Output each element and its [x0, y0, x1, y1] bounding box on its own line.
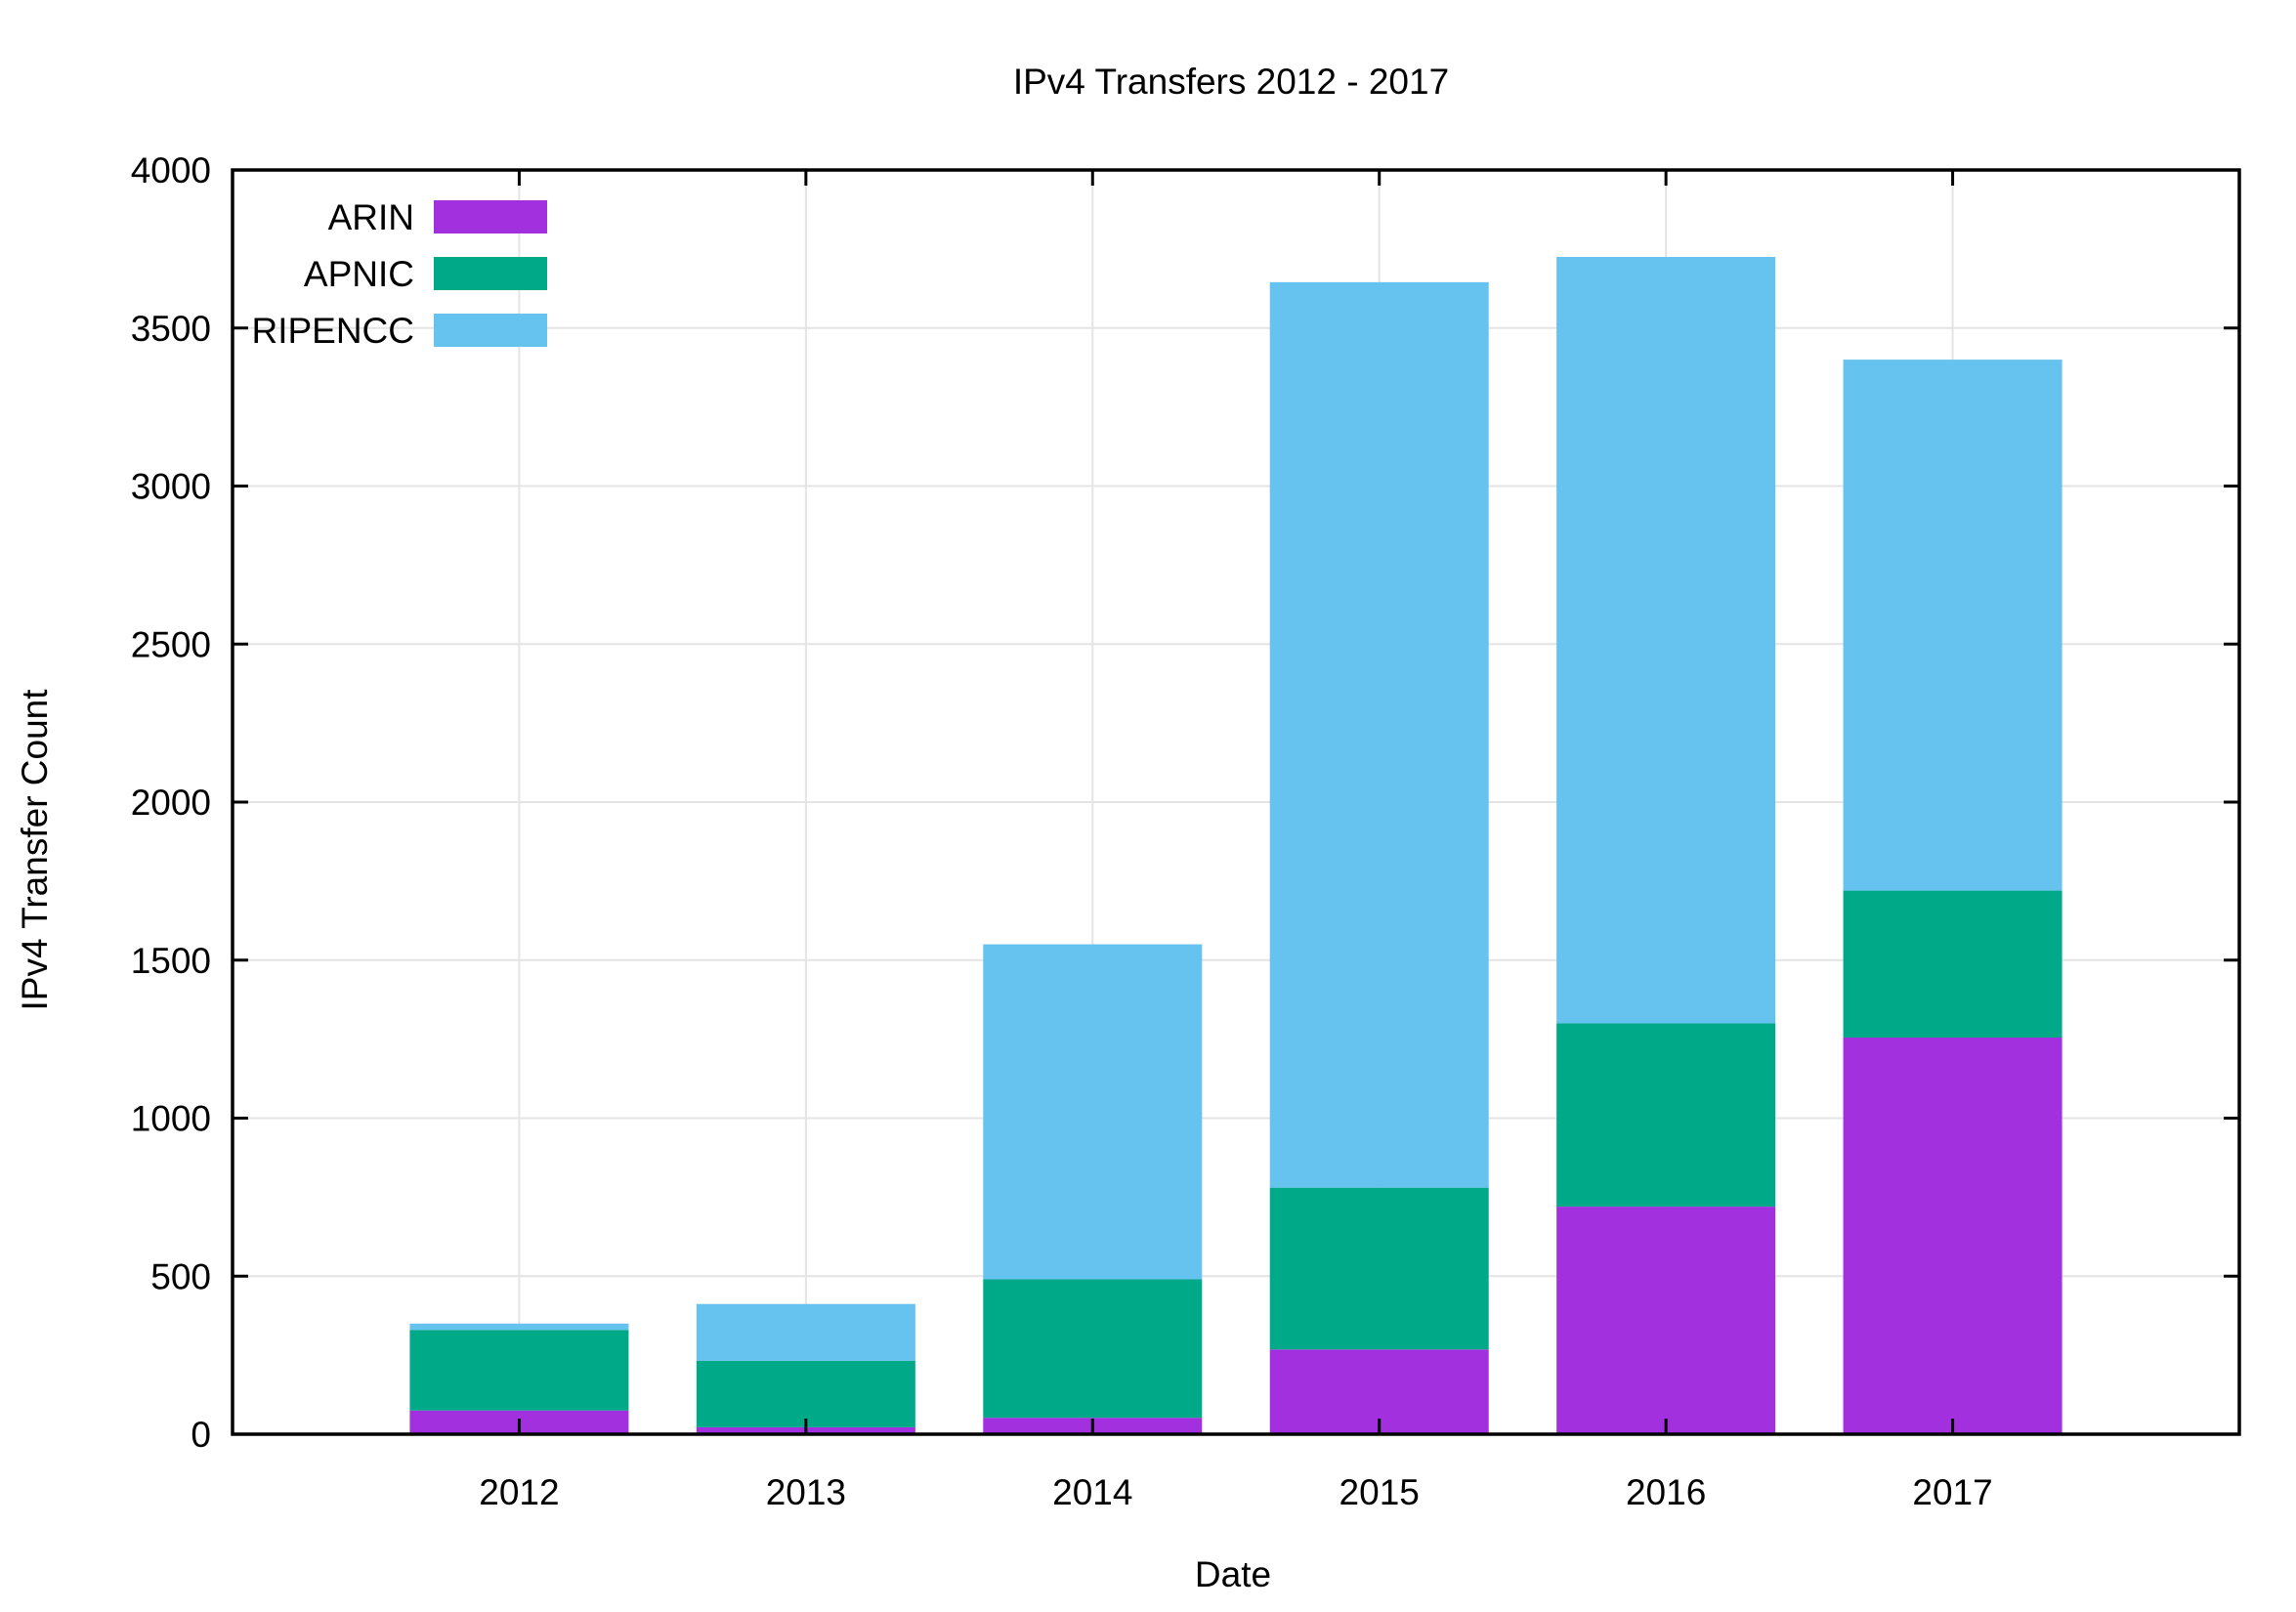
y-tick-label: 1000 — [131, 1099, 211, 1139]
y-tick-label: 3000 — [131, 467, 211, 507]
bar-ripencc-2013 — [696, 1303, 915, 1361]
y-tick-label: 3500 — [131, 309, 211, 349]
legend-item-apnic: APNIC — [304, 254, 547, 294]
plot-frame — [231, 168, 2241, 1436]
y-tick-label: 4000 — [131, 150, 211, 191]
bar-apnic-2014 — [983, 1279, 1203, 1419]
bar-ripencc-2012 — [409, 1323, 629, 1331]
bar-apnic-2012 — [409, 1330, 629, 1411]
legend-label: RIPENCC — [251, 311, 414, 351]
bar-arin-2017 — [1843, 1038, 2062, 1434]
x-tick-label: 2016 — [1626, 1472, 1706, 1512]
legend: ARIN APNIC RIPENCC — [251, 197, 547, 351]
bar-ripencc-2014 — [983, 944, 1203, 1280]
x-tick-label: 2013 — [766, 1472, 846, 1512]
x-axis-label: Date — [1195, 1554, 1271, 1594]
x-tick-label: 2017 — [1912, 1472, 1992, 1512]
bar-ripencc-2017 — [1843, 360, 2062, 891]
y-tick-label: 500 — [150, 1256, 211, 1296]
legend-item-arin: ARIN — [328, 197, 547, 237]
y-axis-label: IPv4 Transfer Count — [15, 689, 55, 1011]
legend-label: ARIN — [328, 197, 414, 237]
legend-item-ripencc: RIPENCC — [251, 311, 547, 351]
legend-swatch — [434, 257, 547, 290]
y-tick-label: 2000 — [131, 783, 211, 823]
y-axis-tick-labels: 0 500 1000 1500 2000 2500 3000 3500 4000 — [131, 150, 211, 1455]
bar-ripencc-2016 — [1556, 256, 1776, 1024]
legend-label: APNIC — [304, 254, 414, 294]
chart-title: IPv4 Transfers 2012 - 2017 — [1013, 62, 1449, 102]
x-tick-label: 2014 — [1052, 1472, 1132, 1512]
bar-arin-2016 — [1556, 1207, 1776, 1434]
bar-apnic-2017 — [1843, 890, 2062, 1039]
y-tick-label: 1500 — [131, 941, 211, 981]
bar-apnic-2013 — [696, 1360, 915, 1427]
ticks — [233, 168, 2239, 1436]
bar-ripencc-2015 — [1269, 281, 1489, 1188]
bar-apnic-2016 — [1556, 1023, 1776, 1208]
legend-swatch — [434, 200, 547, 233]
bars — [409, 256, 2062, 1434]
legend-swatch — [434, 314, 547, 347]
y-tick-label: 0 — [191, 1415, 211, 1455]
x-tick-label: 2012 — [479, 1472, 559, 1512]
y-tick-label: 2500 — [131, 624, 211, 664]
bar-apnic-2015 — [1269, 1187, 1489, 1350]
x-tick-label: 2015 — [1339, 1472, 1420, 1512]
x-axis-tick-labels: 2012 2013 2014 2015 2016 2017 — [479, 1472, 1992, 1512]
